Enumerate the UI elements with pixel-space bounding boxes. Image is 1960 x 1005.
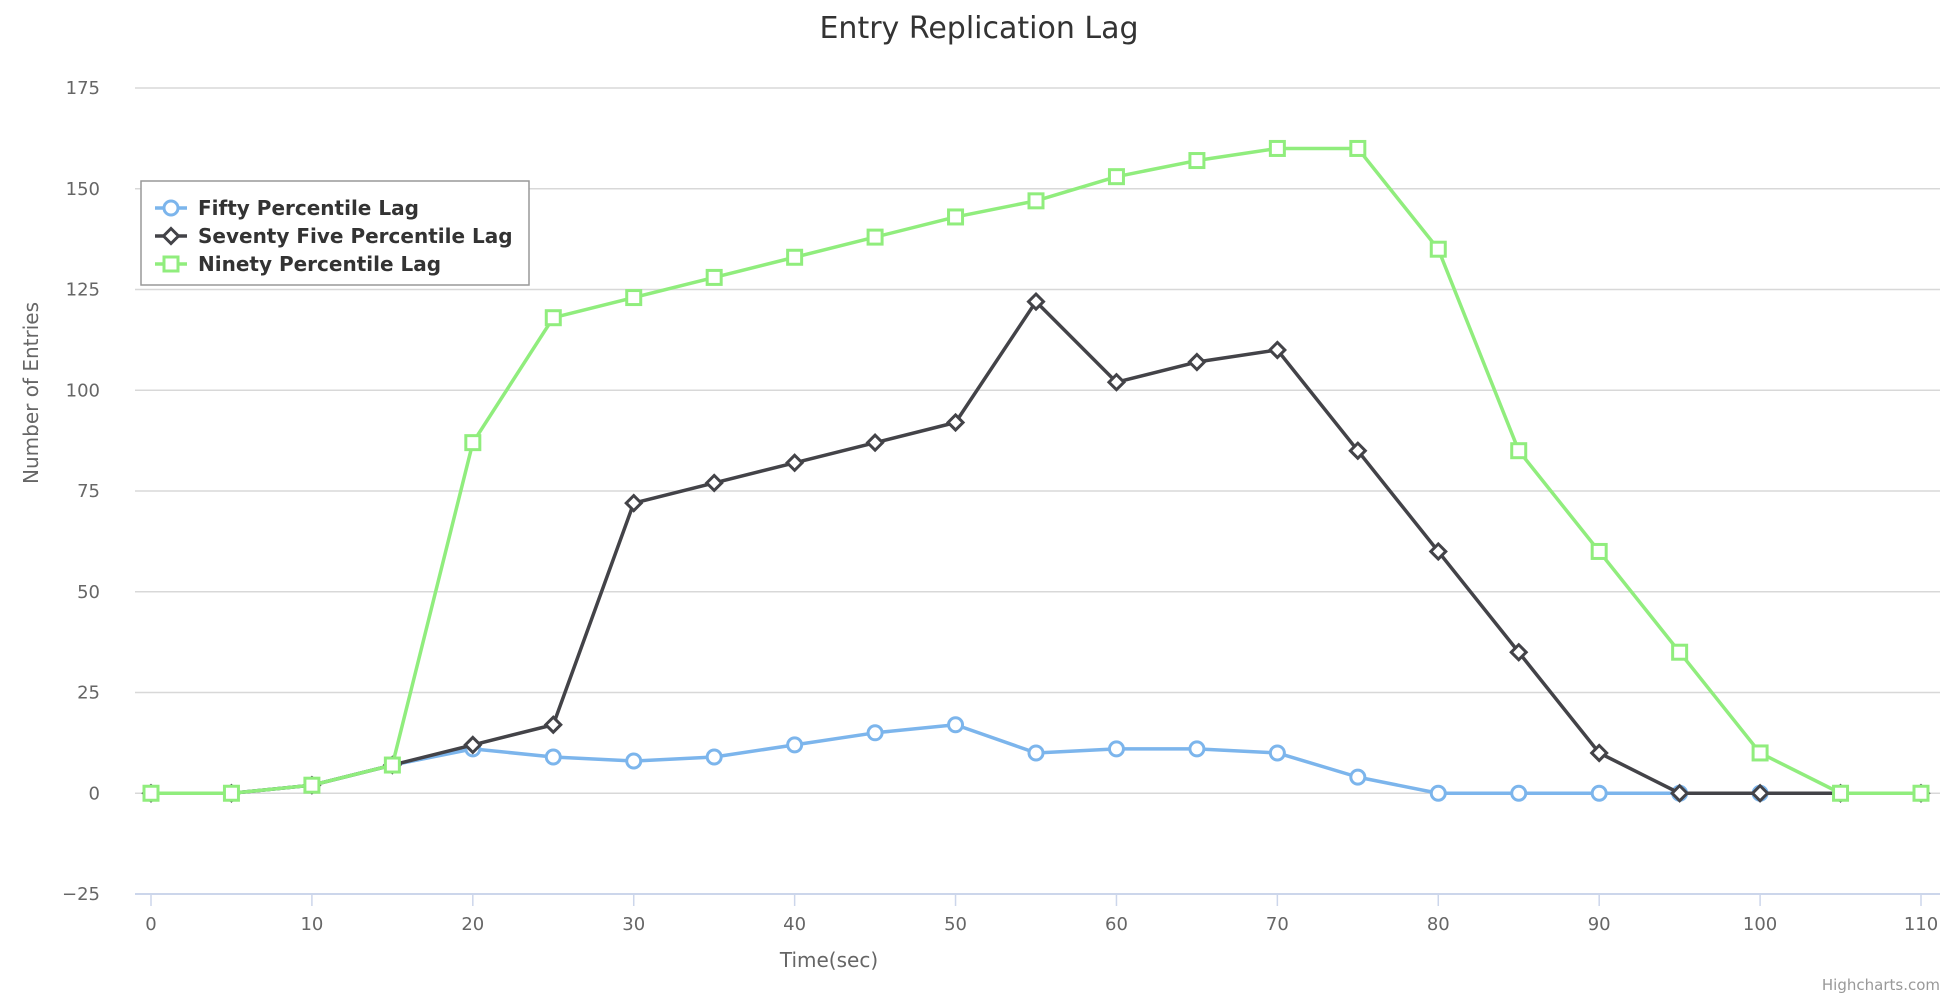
data-point-diamond[interactable] <box>865 433 885 453</box>
data-point-circle[interactable] <box>1188 740 1206 758</box>
data-point-circle[interactable] <box>544 748 562 766</box>
data-point-square[interactable] <box>1671 643 1689 661</box>
legend-label: Seventy Five Percentile Lag <box>198 224 513 248</box>
x-tick-label: 30 <box>622 914 645 935</box>
legend-item[interactable]: Fifty Percentile Lag <box>155 196 419 220</box>
data-point-circle[interactable] <box>786 736 804 754</box>
legend-box <box>140 180 530 286</box>
data-point-diamond[interactable] <box>1267 340 1287 360</box>
series-square <box>142 139 1930 802</box>
data-point-diamond[interactable] <box>463 735 483 755</box>
data-point-diamond[interactable] <box>704 473 724 493</box>
data-point-square[interactable] <box>142 784 160 802</box>
legend-label: Ninety Percentile Lag <box>198 252 441 276</box>
legend-item[interactable]: Seventy Five Percentile Lag <box>155 224 513 248</box>
data-point-circle[interactable] <box>1590 784 1608 802</box>
data-point-circle[interactable] <box>1510 784 1528 802</box>
data-point-square[interactable] <box>705 268 723 286</box>
data-point-square[interactable] <box>1912 784 1930 802</box>
data-point-diamond[interactable] <box>1187 352 1207 372</box>
data-point-diamond[interactable] <box>1026 291 1046 312</box>
data-point-diamond[interactable] <box>785 453 805 473</box>
data-point-square[interactable] <box>866 228 884 246</box>
legend-marker-square <box>162 255 180 273</box>
data-point-square[interactable] <box>222 784 240 802</box>
legend-label: Fifty Percentile Lag <box>198 196 419 220</box>
data-point-square[interactable] <box>1268 139 1286 157</box>
y-tick-label: 100 <box>66 380 100 401</box>
x-axis: −25 0 25 50 75 100 125 150 175 0 10 20 30 40 50 60 70 80 9… <box>62 78 1940 935</box>
data-point-square[interactable] <box>383 756 401 774</box>
y-tick-label: 150 <box>66 179 100 200</box>
x-tick-label: 20 <box>461 914 484 935</box>
y-tick-label: 25 <box>77 683 100 704</box>
x-tick-label: 40 <box>783 914 806 935</box>
x-tick-label: 100 <box>1743 914 1777 935</box>
data-point-circle[interactable] <box>1027 744 1045 762</box>
data-point-diamond[interactable] <box>945 412 966 433</box>
data-point-diamond[interactable] <box>1589 743 1609 763</box>
data-point-circle[interactable] <box>1429 784 1447 802</box>
data-point-square[interactable] <box>1832 784 1850 802</box>
data-point-diamond[interactable] <box>1428 541 1448 562</box>
data-point-square[interactable] <box>464 434 482 452</box>
series-line[interactable] <box>149 299 1923 795</box>
legend[interactable]: Fifty Percentile Lag Seventy Five Percent… <box>140 180 530 286</box>
data-point-circle[interactable] <box>1107 740 1125 758</box>
y-axis-title: Number of Entries <box>19 302 43 484</box>
data-point-diamond[interactable] <box>1106 372 1127 392</box>
credits-link[interactable]: Highcharts.com <box>1822 976 1940 994</box>
data-point-square[interactable] <box>625 289 643 307</box>
data-point-square[interactable] <box>1751 744 1769 762</box>
y-tick-label: 50 <box>77 582 100 603</box>
series-group <box>141 139 1931 803</box>
chart-title: Entry Replication Lag <box>819 11 1138 46</box>
legend-item[interactable]: Ninety Percentile Lag <box>155 252 441 276</box>
data-point-square[interactable] <box>1510 442 1528 460</box>
data-point-square[interactable] <box>1188 152 1206 170</box>
data-point-diamond[interactable] <box>1509 642 1529 662</box>
data-point-diamond[interactable] <box>624 493 644 513</box>
data-point-diamond[interactable] <box>1670 783 1690 803</box>
data-point-square[interactable] <box>303 776 321 794</box>
x-tick-label: 70 <box>1266 914 1289 935</box>
y-tick-label: 125 <box>66 280 100 301</box>
data-point-circle[interactable] <box>705 748 723 766</box>
series-diamond <box>141 291 1931 803</box>
data-point-circle[interactable] <box>947 716 965 734</box>
data-point-square[interactable] <box>1590 542 1608 560</box>
x-tick-label: 0 <box>145 914 156 935</box>
data-point-square[interactable] <box>1107 168 1125 186</box>
data-point-diamond[interactable] <box>543 715 563 735</box>
x-axis-title: Time(sec) <box>779 948 878 972</box>
data-point-circle[interactable] <box>625 752 643 770</box>
data-point-square[interactable] <box>1027 192 1045 210</box>
data-point-square[interactable] <box>1429 240 1447 258</box>
data-point-diamond[interactable] <box>1348 441 1368 461</box>
data-point-square[interactable] <box>786 248 804 266</box>
data-point-square[interactable] <box>1349 139 1367 157</box>
x-tick-label: 10 <box>300 914 323 935</box>
x-tick-label: 110 <box>1904 914 1938 935</box>
x-tick-label: 80 <box>1427 914 1450 935</box>
y-tick-label: 175 <box>66 78 100 99</box>
legend-marker-circle <box>162 199 180 217</box>
x-tick-label: 90 <box>1588 914 1611 935</box>
x-tick-label: 50 <box>944 914 967 935</box>
y-tick-label: 0 <box>89 783 100 804</box>
legend-marker-diamond <box>161 226 181 246</box>
x-tick-label: 60 <box>1105 914 1128 935</box>
data-point-square[interactable] <box>544 309 562 327</box>
y-tick-label: 75 <box>77 481 100 502</box>
data-point-circle[interactable] <box>1268 744 1286 762</box>
y-tick-label: −25 <box>62 884 100 905</box>
data-point-circle[interactable] <box>1349 768 1367 786</box>
data-point-square[interactable] <box>947 208 965 226</box>
data-point-circle[interactable] <box>866 724 884 742</box>
data-point-diamond[interactable] <box>1750 783 1770 803</box>
